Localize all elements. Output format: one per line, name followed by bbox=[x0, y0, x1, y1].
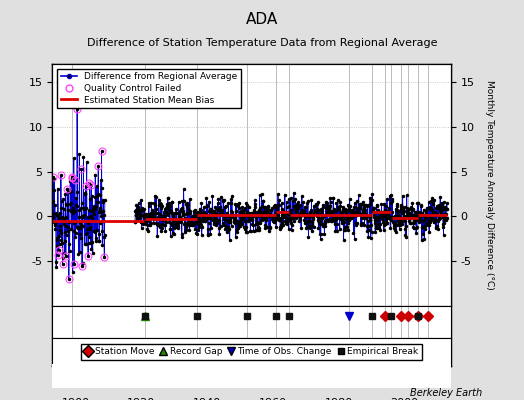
Text: Difference of Station Temperature Data from Regional Average: Difference of Station Temperature Data f… bbox=[87, 38, 437, 48]
Y-axis label: Monthly Temperature Anomaly Difference (°C): Monthly Temperature Anomaly Difference (… bbox=[485, 80, 495, 290]
Legend: Station Move, Record Gap, Time of Obs. Change, Empirical Break: Station Move, Record Gap, Time of Obs. C… bbox=[81, 344, 422, 360]
Text: Berkeley Earth: Berkeley Earth bbox=[410, 388, 482, 398]
Legend: Difference from Regional Average, Quality Control Failed, Estimated Station Mean: Difference from Regional Average, Qualit… bbox=[57, 68, 241, 108]
Text: ADA: ADA bbox=[246, 12, 278, 27]
